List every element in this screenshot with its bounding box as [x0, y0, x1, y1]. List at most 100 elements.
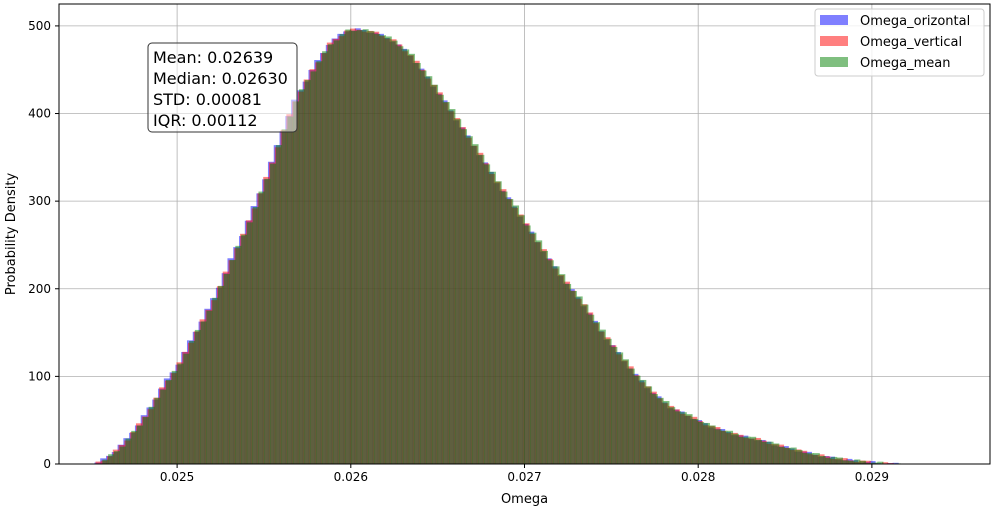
hist-bar	[541, 250, 548, 464]
y-tick-label: 100	[28, 369, 51, 383]
hist-bar	[611, 347, 618, 464]
hist-bar	[478, 154, 485, 464]
hist-bar	[154, 397, 161, 464]
hist-bar	[217, 285, 225, 464]
hist-bar	[582, 304, 589, 464]
hist-bar	[298, 89, 306, 465]
hist-bar	[669, 407, 676, 464]
hist-bar	[553, 266, 560, 464]
hist-bar	[599, 329, 606, 464]
hist-bar	[530, 232, 537, 464]
hist-bar	[848, 460, 855, 464]
x-tick-label: 0.027	[507, 470, 541, 484]
hist-bar	[536, 240, 543, 464]
series-Omega_mean	[102, 29, 901, 465]
hist-bar	[437, 94, 444, 465]
hist-bar	[310, 71, 317, 465]
hist-bar	[484, 164, 491, 464]
hist-bar	[345, 29, 352, 464]
hist-bar	[640, 379, 647, 464]
hist-bar	[403, 49, 410, 464]
hist-bar	[524, 225, 531, 464]
y-tick-label: 200	[28, 282, 51, 296]
hist-bar	[293, 101, 300, 464]
legend-swatch-orizontal	[820, 15, 848, 25]
hist-bar	[692, 418, 699, 464]
hist-bar	[807, 453, 815, 464]
hist-bar	[165, 379, 173, 464]
hist-bar	[842, 460, 849, 464]
legend-swatch-mean	[820, 57, 848, 67]
hist-bar	[189, 341, 196, 464]
hist-bar	[750, 436, 757, 464]
stats-box-background	[147, 42, 298, 133]
hist-bar	[235, 245, 242, 464]
hist-bar	[871, 462, 878, 464]
stats-std: STD: 0.00081	[153, 90, 262, 109]
hist-bar	[819, 455, 826, 464]
stats-median: Median: 0.02630	[153, 69, 288, 88]
hist-bar	[252, 206, 259, 464]
hist-bar	[339, 34, 346, 465]
legend-swatch-vertical	[820, 36, 848, 46]
hist-bar	[270, 163, 277, 464]
hist-bar	[674, 411, 682, 464]
hist-bar	[726, 430, 734, 464]
legend-label-mean: Omega_mean	[860, 56, 950, 71]
hist-bar	[617, 352, 624, 464]
hist-bar	[200, 321, 207, 464]
hist-bar	[148, 406, 155, 464]
hist-bar	[160, 389, 167, 464]
hist-bar	[507, 199, 514, 464]
hist-bar	[773, 443, 780, 464]
hist-bar	[113, 451, 120, 464]
hist-bar	[125, 438, 132, 464]
hist-bar	[755, 439, 762, 464]
hist-bar	[449, 109, 456, 464]
hist-bar	[501, 191, 508, 464]
hist-bar	[374, 34, 381, 464]
hist-bar	[275, 145, 282, 464]
hist-bar	[790, 447, 797, 464]
hist-bar	[796, 449, 803, 464]
hist-bar	[709, 425, 716, 464]
hist-bar	[518, 215, 525, 464]
hist-bar	[385, 36, 392, 464]
y-tick-label: 400	[28, 107, 51, 121]
hist-bar	[322, 51, 329, 464]
x-axis-label: Omega	[501, 492, 548, 507]
hist-bar	[738, 436, 745, 464]
hist-bar	[605, 338, 612, 464]
hist-bar	[864, 460, 871, 464]
hist-bar	[443, 101, 450, 465]
hist-bar	[732, 433, 739, 464]
hist-bar	[327, 44, 334, 465]
hist-bar	[131, 430, 138, 464]
hist-bar	[137, 425, 144, 464]
ticks-layer: 0.025 0.026 0.027 0.028 0.029 0 100 200 300 400 50…	[28, 19, 889, 484]
hist-bar	[767, 441, 774, 464]
stats-mean: Mean: 0.02639	[153, 48, 273, 67]
hist-bar	[351, 30, 358, 464]
hist-bar	[779, 446, 786, 464]
hist-bar	[264, 178, 271, 464]
legend-label-vertical: Omega_vertical	[860, 35, 962, 50]
hist-bar	[831, 456, 838, 464]
hist-bar	[703, 422, 710, 464]
y-tick-label: 0	[43, 457, 51, 471]
hist-bar	[860, 460, 867, 464]
hist-bar	[177, 363, 184, 464]
hist-bar	[241, 234, 248, 464]
legend-background	[814, 8, 985, 77]
hist-bar	[836, 457, 843, 464]
hist-bar	[362, 29, 369, 464]
hist-bar	[287, 116, 294, 465]
hist-bar	[194, 329, 201, 464]
hist-bar	[408, 53, 415, 465]
hist-bar	[825, 457, 832, 464]
hist-bar	[431, 84, 439, 464]
hist-bar	[761, 441, 768, 464]
hist-bar	[570, 290, 577, 464]
hist-bar	[229, 259, 236, 464]
hist-bar	[258, 191, 265, 464]
